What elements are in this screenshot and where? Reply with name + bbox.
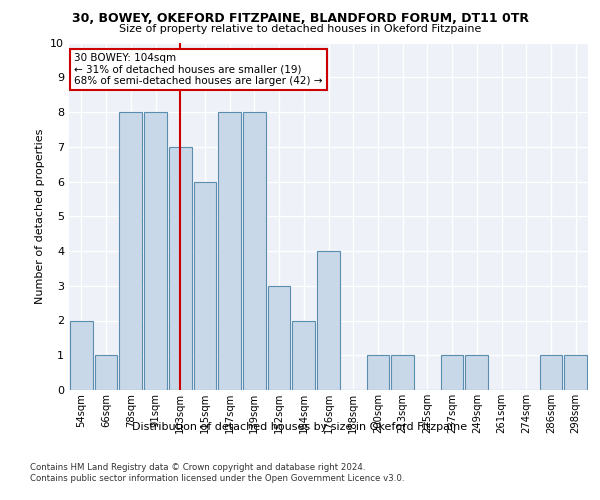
Bar (564, 355, 587, 390)
Bar (391, 355, 414, 390)
Bar (119, 112, 142, 390)
Bar (243, 112, 266, 390)
Bar (441, 355, 463, 390)
Bar (268, 286, 290, 390)
Text: Contains public sector information licensed under the Open Government Licence v3: Contains public sector information licen… (30, 474, 404, 483)
Bar (367, 355, 389, 390)
Bar (539, 355, 562, 390)
Bar (169, 147, 191, 390)
Text: Contains HM Land Registry data © Crown copyright and database right 2024.: Contains HM Land Registry data © Crown c… (30, 462, 365, 471)
Bar (466, 355, 488, 390)
Bar (95, 355, 118, 390)
Bar (317, 251, 340, 390)
Y-axis label: Number of detached properties: Number of detached properties (35, 128, 44, 304)
Bar (70, 320, 93, 390)
Bar (218, 112, 241, 390)
Bar (194, 182, 216, 390)
Text: 30, BOWEY, OKEFORD FITZPAINE, BLANDFORD FORUM, DT11 0TR: 30, BOWEY, OKEFORD FITZPAINE, BLANDFORD … (71, 12, 529, 26)
Text: Size of property relative to detached houses in Okeford Fitzpaine: Size of property relative to detached ho… (119, 24, 481, 34)
Bar (144, 112, 167, 390)
Text: Distribution of detached houses by size in Okeford Fitzpaine: Distribution of detached houses by size … (133, 422, 467, 432)
Bar (292, 320, 315, 390)
Text: 30 BOWEY: 104sqm
← 31% of detached houses are smaller (19)
68% of semi-detached : 30 BOWEY: 104sqm ← 31% of detached house… (74, 53, 323, 86)
